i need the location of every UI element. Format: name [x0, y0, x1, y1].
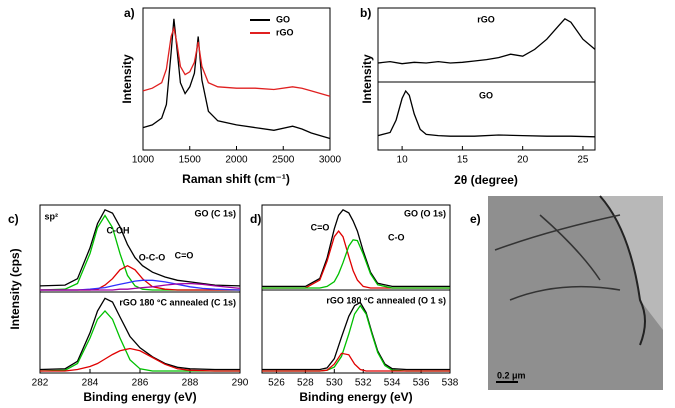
x-tick-label: 288 — [182, 378, 199, 389]
scale-bar-label: 0.2 μm — [497, 370, 526, 380]
x-tick-label: 15 — [457, 155, 469, 166]
panel-label: b) — [360, 6, 371, 20]
data-line — [262, 230, 450, 289]
data-line — [39, 310, 240, 372]
x-tick-label: 1000 — [132, 155, 155, 166]
x-tick-label: 538 — [442, 378, 459, 389]
x-axis-label: Raman shift (cm⁻¹) — [182, 172, 290, 186]
peak-label: O-C-O — [139, 252, 166, 262]
data-line — [262, 304, 450, 372]
panel-annotation: GO (O 1s) — [404, 208, 446, 218]
tem-wrinkle — [494, 214, 621, 301]
peak-label: C-O — [388, 232, 405, 242]
panel-label: c) — [8, 212, 19, 226]
panel-label: d) — [250, 212, 261, 226]
tem-sheet — [488, 196, 663, 390]
peak-label: C=O — [311, 222, 330, 232]
y-axis-label: Intensity (cps) — [8, 248, 22, 329]
data-line — [262, 239, 450, 289]
x-tick-label: 2000 — [225, 155, 248, 166]
x-tick-label: 530 — [326, 378, 343, 389]
data-line — [377, 17, 596, 65]
x-tick-label: 25 — [577, 155, 589, 166]
x-axis-label: Binding energy (eV) — [83, 390, 196, 404]
panel-annotation: rGO 180 °C annealed (O 1 s) — [326, 295, 446, 305]
peak-label: C-OH — [107, 225, 130, 235]
panel-label: a) — [124, 6, 135, 20]
x-tick-label: 534 — [384, 378, 401, 389]
data-line — [262, 208, 450, 288]
panel-annotation: rGO — [477, 14, 495, 24]
x-tick-label: 526 — [268, 378, 285, 389]
y-axis-label: Intensity — [360, 54, 374, 104]
data-line — [142, 25, 331, 97]
peak-label: C=O — [175, 250, 194, 260]
x-tick-label: 532 — [355, 378, 372, 389]
data-line — [40, 279, 241, 291]
data-line — [40, 347, 240, 372]
x-tick-label: 282 — [32, 378, 49, 389]
x-tick-label: 1500 — [179, 155, 202, 166]
x-tick-label: 290 — [232, 378, 249, 389]
panel-label: e) — [470, 212, 481, 226]
x-axis-label: 2θ (degree) — [454, 173, 518, 187]
data-line — [262, 301, 450, 371]
panel-annotation: GO — [479, 90, 493, 100]
x-tick-label: 286 — [132, 378, 149, 389]
x-tick-label: 10 — [397, 155, 409, 166]
x-axis-label: Binding energy (eV) — [299, 390, 412, 404]
x-tick-label: 3000 — [319, 155, 342, 166]
data-line — [377, 89, 596, 138]
panel-annotation: rGO 180 °C annealed (C 1s) — [119, 297, 236, 307]
data-line — [39, 297, 240, 371]
panel-annotation: GO (C 1s) — [194, 208, 236, 218]
data-line — [39, 208, 241, 287]
x-tick-label: 284 — [82, 378, 99, 389]
tem-image: 0.2 μm e) — [470, 195, 663, 390]
x-tick-label: 2500 — [272, 155, 295, 166]
data-line — [40, 282, 241, 291]
peak-label: sp² — [45, 211, 59, 221]
data-line — [262, 352, 450, 372]
x-tick-label: 536 — [413, 378, 430, 389]
x-tick-label: 20 — [517, 155, 529, 166]
x-tick-label: 528 — [297, 378, 314, 389]
plot-frame — [377, 81, 596, 151]
y-axis-label: Intensity — [120, 54, 134, 104]
legend-label: rGO — [276, 27, 294, 37]
plot-frame — [261, 289, 451, 374]
legend-label: GO — [276, 14, 290, 24]
